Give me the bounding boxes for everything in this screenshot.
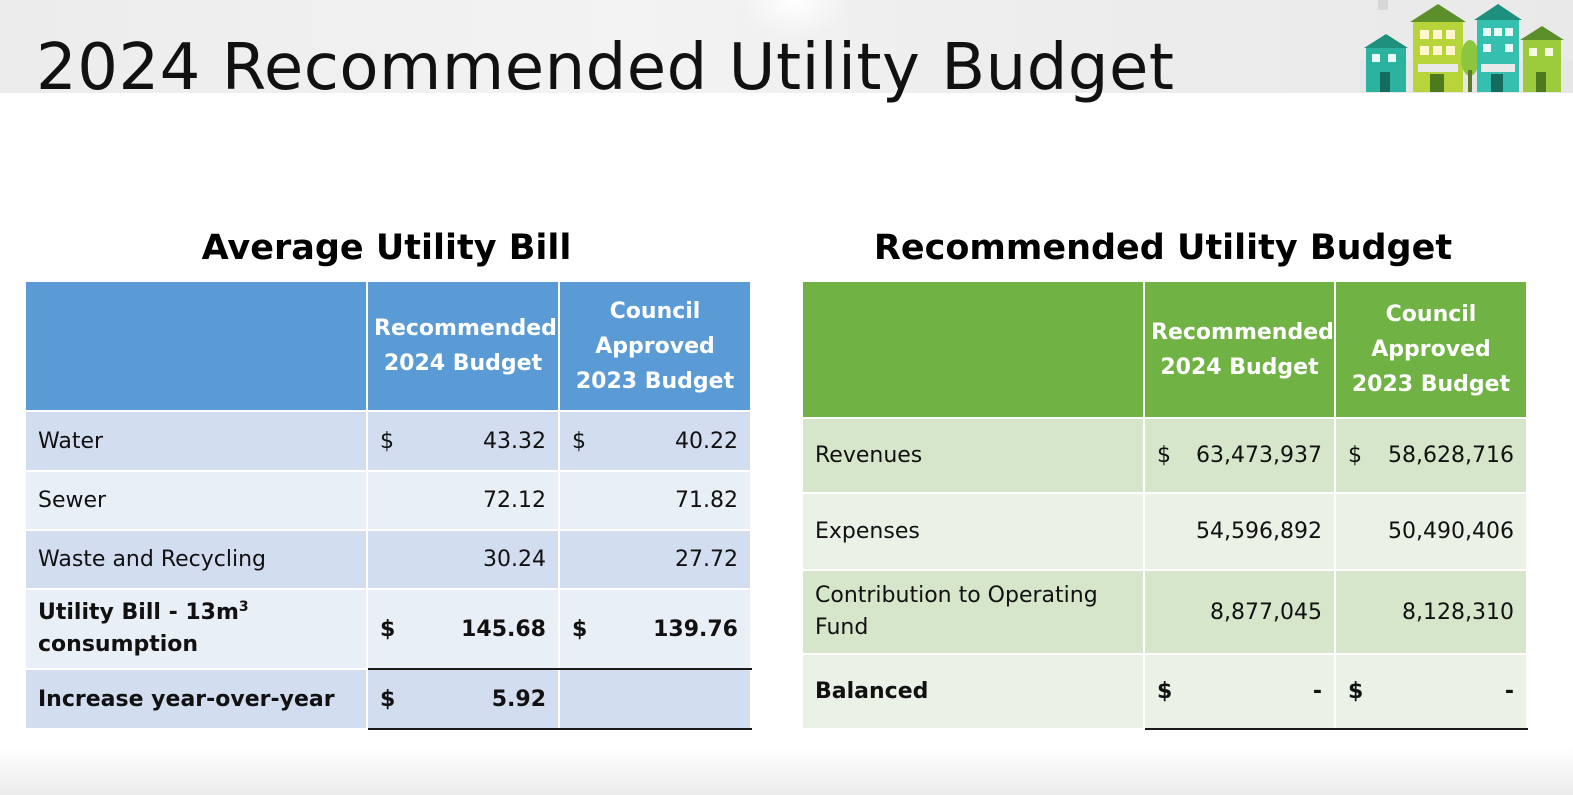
approved-value: $58,628,716 bbox=[1334, 417, 1528, 494]
dollar-sign: $ bbox=[380, 686, 396, 712]
utility-budget-table: Recommended 2024 Budget Council Approved… bbox=[801, 280, 1528, 730]
table-row: Contribution to Operating Fund 8,877,045… bbox=[801, 569, 1528, 655]
approved-value: 50,490,406 bbox=[1334, 492, 1528, 571]
recommended-value: $ - bbox=[1143, 653, 1336, 730]
amount: 40.22 bbox=[675, 428, 738, 454]
amount: 54,596,892 bbox=[1196, 519, 1322, 544]
row-label: Water bbox=[24, 410, 368, 472]
dollar-sign: $ bbox=[1348, 679, 1364, 704]
amount: 30.24 bbox=[483, 547, 546, 572]
column-header-item bbox=[801, 280, 1145, 419]
table-row-balanced: Balanced $ - $ - bbox=[801, 653, 1528, 730]
houses-illustration-icon bbox=[1360, 0, 1573, 93]
table-row: Revenues $63,473,937 $58,628,716 bbox=[801, 417, 1528, 494]
approved-value: 27.72 bbox=[558, 529, 752, 590]
amount: 5.92 bbox=[491, 686, 546, 712]
table-row: Sewer 72.12 71.82 bbox=[24, 470, 752, 531]
table-row: Expenses 54,596,892 50,490,406 bbox=[801, 492, 1528, 571]
amount: 8,877,045 bbox=[1210, 599, 1322, 625]
table-header-row: Recommended 2024 Budget Council Approved… bbox=[801, 280, 1528, 419]
label-superscript: 3 bbox=[238, 599, 249, 615]
approved-value: $ - bbox=[1334, 653, 1528, 730]
row-label: Increase year-over-year bbox=[24, 668, 368, 730]
approved-value: $40.22 bbox=[558, 410, 752, 472]
row-label: Balanced bbox=[801, 653, 1145, 730]
row-label: Contribution to Operating Fund bbox=[801, 569, 1145, 655]
column-header-recommended: Recommended 2024 Budget bbox=[366, 280, 560, 412]
table-header-row: Recommended 2024 Budget Council Approved… bbox=[24, 280, 752, 412]
footer-band bbox=[0, 748, 1573, 795]
amount: 139.76 bbox=[653, 616, 738, 642]
dollar-sign: $ bbox=[380, 616, 396, 642]
amount: - bbox=[1504, 679, 1514, 704]
amount: 72.12 bbox=[483, 488, 546, 513]
recommended-value: $63,473,937 bbox=[1143, 417, 1336, 494]
recommended-value: 54,596,892 bbox=[1143, 492, 1336, 571]
row-label: Expenses bbox=[801, 492, 1145, 571]
label-main: Utility Bill - 13m bbox=[38, 600, 239, 625]
recommended-value: 8,877,045 bbox=[1143, 569, 1336, 655]
table-row: Waste and Recycling 30.24 27.72 bbox=[24, 529, 752, 590]
recommended-value: 72.12 bbox=[366, 470, 560, 531]
table-row: Water $43.32 $40.22 bbox=[24, 410, 752, 472]
dollar-sign: $ bbox=[572, 616, 588, 642]
amount: - bbox=[1312, 679, 1322, 704]
column-header-approved: Council Approved 2023 Budget bbox=[558, 280, 752, 412]
dollar-sign: $ bbox=[380, 428, 394, 454]
table-row-total: Utility Bill - 13m3 consumption $145.68 $… bbox=[24, 588, 752, 670]
approved-value bbox=[558, 668, 752, 730]
amount: 8,128,310 bbox=[1402, 599, 1514, 625]
recommended-value: 30.24 bbox=[366, 529, 560, 590]
row-label: Utility Bill - 13m3 consumption bbox=[24, 588, 368, 670]
dollar-sign: $ bbox=[1348, 443, 1362, 468]
amount: 43.32 bbox=[483, 428, 546, 454]
amount: 71.82 bbox=[675, 488, 738, 513]
approved-value: 8,128,310 bbox=[1334, 569, 1528, 655]
amount: 50,490,406 bbox=[1388, 519, 1514, 544]
dollar-sign: $ bbox=[1157, 679, 1173, 704]
recommended-value: $145.68 bbox=[366, 588, 560, 670]
recommended-value: $5.92 bbox=[366, 668, 560, 730]
average-bill-title: Average Utility Bill bbox=[201, 228, 572, 268]
label-rest: consumption bbox=[38, 632, 199, 657]
row-label: Sewer bbox=[24, 470, 368, 531]
column-header-approved: Council Approved 2023 Budget bbox=[1334, 280, 1528, 419]
row-label: Waste and Recycling bbox=[24, 529, 368, 590]
column-header-recommended: Recommended 2024 Budget bbox=[1143, 280, 1336, 419]
column-header-item bbox=[24, 280, 368, 412]
average-bill-table: Recommended 2024 Budget Council Approved… bbox=[24, 280, 752, 730]
amount: 58,628,716 bbox=[1388, 443, 1514, 468]
approved-value: 71.82 bbox=[558, 470, 752, 531]
recommended-value: $43.32 bbox=[366, 410, 560, 472]
table-row-increase: Increase year-over-year $5.92 bbox=[24, 668, 752, 730]
dollar-sign: $ bbox=[1157, 443, 1171, 468]
row-label: Revenues bbox=[801, 417, 1145, 494]
dollar-sign: $ bbox=[572, 428, 586, 454]
utility-budget-title: Recommended Utility Budget bbox=[873, 228, 1453, 268]
amount: 145.68 bbox=[461, 616, 546, 642]
approved-value: $139.76 bbox=[558, 588, 752, 670]
light-glow bbox=[740, 0, 850, 40]
page-title: 2024 Recommended Utility Budget bbox=[36, 31, 1175, 105]
amount: 63,473,937 bbox=[1196, 443, 1322, 468]
amount: 27.72 bbox=[675, 547, 738, 572]
